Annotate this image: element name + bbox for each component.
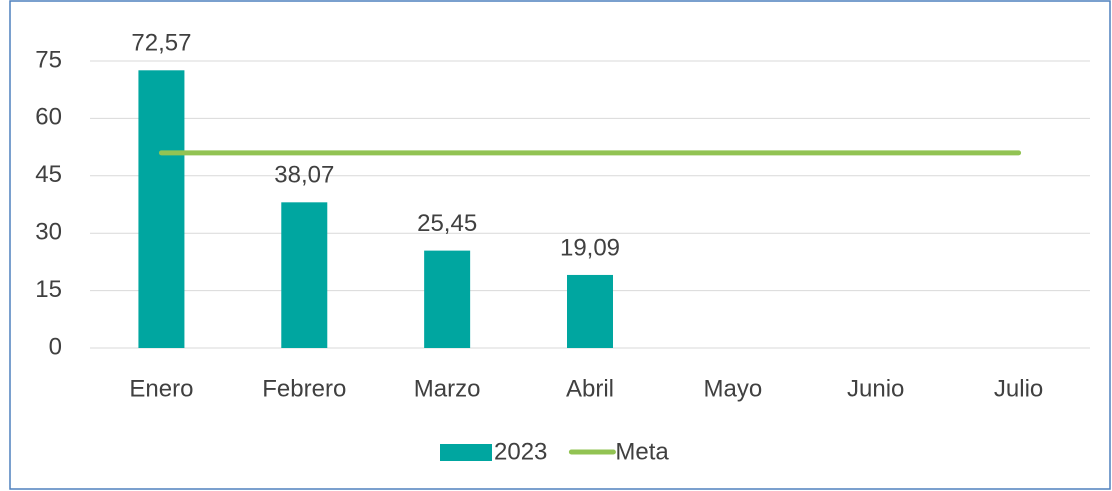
y-tick-label: 15 [35, 276, 62, 303]
data-label: 25,45 [417, 210, 477, 237]
y-tick-label: 0 [49, 333, 62, 360]
data-label: 19,09 [560, 234, 620, 261]
y-tick-label: 30 [35, 219, 62, 246]
legend-label: Meta [615, 438, 669, 465]
y-tick-label: 45 [35, 161, 62, 188]
x-tick-label: Enero [129, 375, 193, 402]
x-tick-label: Febrero [262, 375, 346, 402]
x-tick-label: Mayo [704, 375, 763, 402]
y-tick-label: 75 [35, 46, 62, 73]
y-tick-label: 60 [35, 104, 62, 131]
legend-swatch [440, 444, 492, 461]
data-label: 72,57 [131, 30, 191, 57]
x-tick-label: Abril [566, 375, 614, 402]
data-label: 38,07 [274, 162, 334, 189]
legend-label: 2023 [494, 438, 547, 465]
x-tick-label: Julio [994, 375, 1043, 402]
bar [281, 202, 328, 348]
bar [424, 250, 471, 348]
bar [138, 70, 185, 348]
x-tick-label: Marzo [414, 375, 481, 402]
chart-frame [9, 0, 1111, 490]
x-tick-label: Junio [847, 375, 904, 402]
bar [567, 274, 613, 348]
